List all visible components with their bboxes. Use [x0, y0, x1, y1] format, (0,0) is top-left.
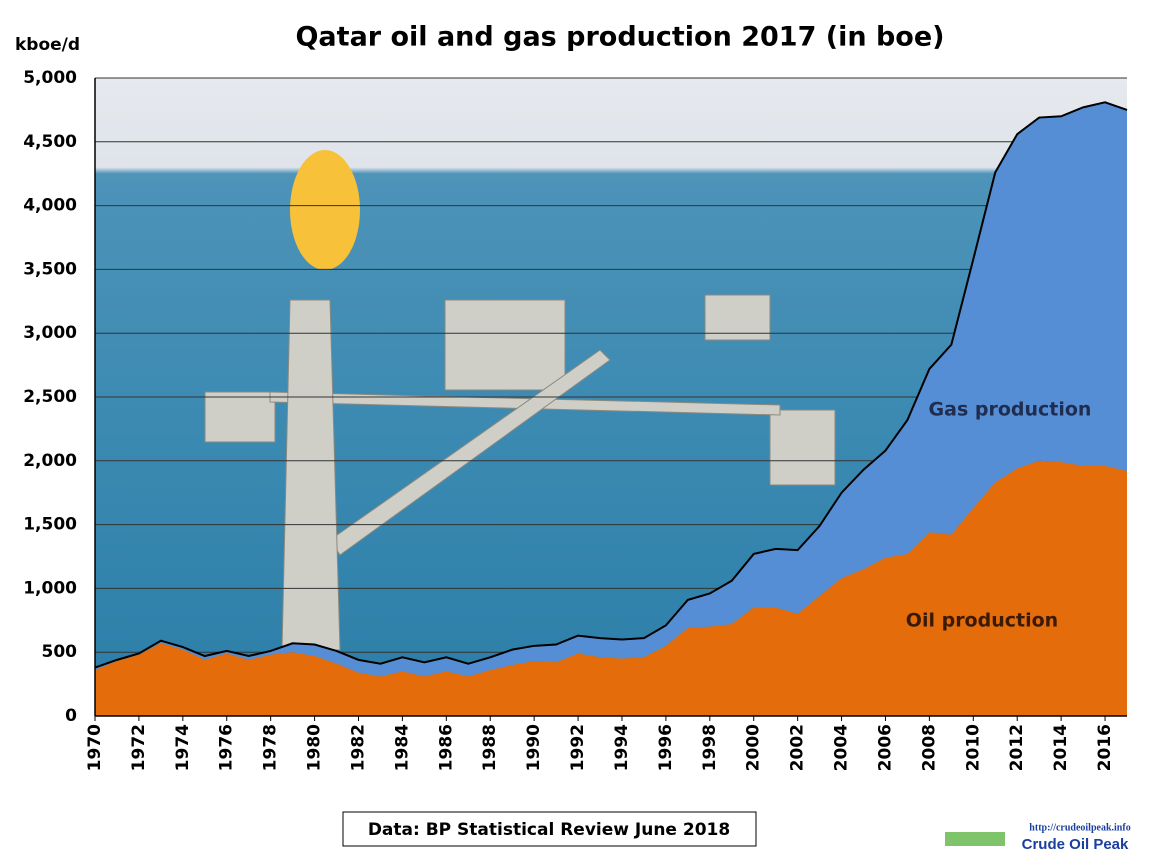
y-tick-label: 2,000: [23, 451, 77, 471]
x-tick-label: 1984: [392, 724, 412, 771]
area: [95, 102, 1127, 677]
x-tick-label: 1998: [700, 724, 720, 771]
series-label: Gas production: [929, 399, 1092, 421]
chart-title: Qatar oil and gas production 2017 (in bo…: [295, 22, 944, 53]
total-outline: [94, 101, 1128, 669]
logo-url: http://crudeoilpeak.info: [1029, 822, 1130, 833]
logo-icon: [945, 832, 1005, 846]
y-tick-label: 4,500: [23, 132, 77, 152]
x-tick-label: 1988: [480, 724, 500, 771]
x-tick-label: 2000: [744, 724, 764, 771]
y-tick-label: 4,000: [23, 196, 77, 216]
x-tick-label: 1970: [85, 724, 105, 771]
x-tick-label: 1978: [261, 724, 281, 771]
source: Data: BP Statistical Review June 2018: [368, 820, 730, 840]
logo-name: Crude Oil Peak: [1022, 836, 1129, 853]
x-tick-label: 2004: [832, 724, 852, 771]
x-tick-label: 1986: [436, 724, 456, 771]
y-tick-label: 1,000: [23, 578, 77, 598]
x-tick-label: 2012: [1007, 724, 1027, 771]
y-tick-label: 2,500: [23, 387, 77, 407]
y-axis-label: kboe/d: [15, 35, 80, 55]
x-tick-label: 1996: [656, 724, 676, 771]
x-tick-label: 1982: [348, 724, 368, 771]
x-tick-label: 2006: [875, 724, 895, 771]
x-tick-label: 1980: [305, 724, 325, 771]
x-tick-label: 2016: [1095, 724, 1115, 771]
x-tick-label: 1990: [524, 724, 544, 771]
x-tick-label: 1972: [129, 724, 149, 771]
x-tick-label: 1976: [217, 724, 237, 771]
series-label: Oil production: [906, 610, 1058, 632]
area: [95, 460, 1127, 716]
y-tick-label: 0: [65, 706, 77, 726]
x-tick-label: 1994: [612, 724, 632, 771]
x-tick-label: 2014: [1051, 724, 1071, 771]
x-tick-label: 2002: [788, 724, 808, 771]
y-tick-label: 1,500: [23, 515, 77, 535]
x-tick-label: 1974: [173, 724, 193, 771]
x-tick-label: 2010: [963, 724, 983, 771]
x-tick-label: 2008: [919, 724, 939, 771]
source-box: [342, 811, 757, 847]
y-tick-label: 5,000: [23, 68, 77, 88]
y-tick-label: 500: [42, 642, 78, 662]
x-tick-label: 1992: [568, 724, 588, 771]
y-tick-label: 3,500: [23, 259, 77, 279]
y-tick-label: 3,000: [23, 323, 77, 343]
platform: [204, 150, 836, 651]
